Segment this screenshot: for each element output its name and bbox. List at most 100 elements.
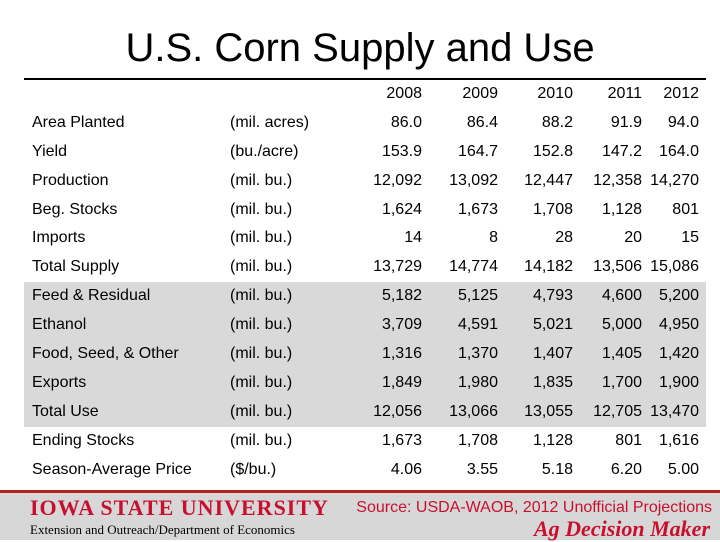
row-label: Season-Average Price [32, 460, 192, 478]
value-cell: 14 [404, 229, 422, 247]
table-row: Exports (mil. bu.) 1,849 1,980 1,835 1,700 1,9… [24, 368, 706, 398]
value-cell: 5.00 [667, 460, 699, 478]
value-cell: 5.18 [541, 460, 573, 478]
value-cell: 1,405 [601, 345, 642, 363]
value-cell: 12,056 [373, 402, 422, 420]
year-header-row: 2008 2009 2010 2011 2012 [24, 80, 706, 109]
value-cell: 1,708 [532, 200, 573, 218]
row-label: Total Use [32, 402, 99, 420]
value-cell: 28 [555, 229, 573, 247]
row-label: Ending Stocks [32, 431, 135, 449]
table-row: Ending Stocks (mil. bu.) 1,673 1,708 1,128 80… [24, 427, 706, 456]
row-unit: (mil. bu.) [230, 287, 293, 305]
value-cell: 164.7 [457, 142, 498, 160]
value-cell: 5,021 [532, 316, 573, 334]
row-label: Area Planted [32, 113, 125, 131]
value-cell: 1,673 [457, 200, 498, 218]
value-cell: 12,447 [524, 171, 573, 189]
value-cell: 86.0 [390, 113, 422, 131]
value-cell: 14,270 [650, 171, 699, 189]
value-cell: 1,316 [381, 345, 422, 363]
row-label: Food, Seed, & Other [32, 345, 179, 363]
table-row: Yield (bu./acre) 153.9 164.7 152.8 147.2 164.0 [24, 138, 706, 167]
table-row: Production (mil. bu.) 12,092 13,092 12,447 12… [24, 167, 706, 196]
brand-logo: Ag Decision Maker [534, 516, 710, 541]
value-cell: 14,774 [449, 258, 498, 276]
value-cell: 13,066 [449, 402, 498, 420]
value-cell: 4,950 [658, 316, 699, 334]
value-cell: 15 [681, 229, 699, 247]
supply-use-table: 2008 2009 2010 2011 2012 Area Planted (mi… [24, 80, 706, 484]
value-cell: 1,616 [658, 431, 699, 449]
value-cell: 3.55 [466, 460, 498, 478]
value-cell: 3,709 [381, 316, 422, 334]
row-label: Feed & Residual [32, 287, 151, 305]
value-cell: 13,055 [524, 402, 573, 420]
table-row: Feed & Residual (mil. bu.) 5,182 5,125 4,793… [24, 282, 706, 312]
row-unit: (mil. bu.) [230, 431, 293, 449]
value-cell: 1,407 [532, 345, 573, 363]
value-cell: 801 [615, 431, 642, 449]
table-body: Area Planted (mil. acres) 86.0 86.4 88.2 91.9… [24, 109, 706, 485]
year-header: 2009 [462, 85, 498, 102]
value-cell: 5,182 [381, 287, 422, 305]
value-cell: 5,200 [658, 287, 699, 305]
value-cell: 13,470 [650, 402, 699, 420]
value-cell: 12,092 [373, 171, 422, 189]
table-row: Area Planted (mil. acres) 86.0 86.4 88.2 91.9… [24, 109, 706, 138]
row-unit: (bu./acre) [230, 142, 299, 160]
row-unit: (mil. bu.) [230, 316, 293, 334]
table-row: Total Supply (mil. bu.) 13,729 14,774 14,182… [24, 253, 706, 282]
row-unit: (mil. bu.) [230, 258, 293, 276]
value-cell: 15,086 [650, 258, 699, 276]
value-cell: 14,182 [524, 258, 573, 276]
row-unit: (mil. acres) [230, 113, 310, 131]
footer-bar: IOWA STATE UNIVERSITY Extension and Outr… [0, 490, 720, 541]
value-cell: 6.20 [610, 460, 642, 478]
value-cell: 152.8 [532, 142, 573, 160]
year-header: 2011 [607, 85, 642, 102]
year-header: 2008 [386, 85, 422, 102]
footer-accent-line [0, 490, 720, 493]
year-header: 2010 [537, 85, 573, 102]
source-note: Source: USDA-WAOB, 2012 Unofficial Proje… [356, 499, 712, 516]
table-row: Ethanol (mil. bu.) 3,709 4,591 5,021 5,000 4,9… [24, 311, 706, 341]
row-unit: (mil. bu.) [230, 345, 293, 363]
value-cell: 1,900 [658, 373, 699, 391]
value-cell: 4,793 [532, 287, 573, 305]
table-row: Total Use (mil. bu.) 12,056 13,066 13,055 12,… [24, 397, 706, 427]
table-row: Season-Average Price ($/bu.) 4.06 3.55 5.18 6… [24, 456, 706, 485]
value-cell: 1,128 [532, 431, 573, 449]
row-label: Beg. Stocks [32, 200, 118, 218]
value-cell: 13,092 [449, 171, 498, 189]
value-cell: 1,624 [381, 200, 422, 218]
value-cell: 1,980 [457, 373, 498, 391]
row-unit: (mil. bu.) [230, 229, 293, 247]
row-unit: (mil. bu.) [230, 200, 293, 218]
value-cell: 1,673 [381, 431, 422, 449]
header-rule [24, 78, 706, 80]
value-cell: 91.9 [610, 113, 642, 131]
value-cell: 147.2 [601, 142, 642, 160]
value-cell: 801 [672, 200, 699, 218]
table-row: Beg. Stocks (mil. bu.) 1,624 1,673 1,708 1,12… [24, 196, 706, 225]
value-cell: 1,700 [601, 373, 642, 391]
value-cell: 1,420 [658, 345, 699, 363]
value-cell: 94.0 [667, 113, 699, 131]
row-label: Imports [32, 229, 86, 247]
value-cell: 5,125 [457, 287, 498, 305]
row-label: Total Supply [32, 258, 120, 276]
value-cell: 1,708 [457, 431, 498, 449]
value-cell: 164.0 [658, 142, 699, 160]
row-label: Ethanol [32, 316, 87, 334]
value-cell: 4,600 [601, 287, 642, 305]
value-cell: 13,506 [593, 258, 642, 276]
value-cell: 1,849 [381, 373, 422, 391]
value-cell: 1,835 [532, 373, 573, 391]
value-cell: 20 [624, 229, 642, 247]
value-cell: 153.9 [381, 142, 422, 160]
value-cell: 86.4 [466, 113, 498, 131]
value-cell: 4,591 [457, 316, 498, 334]
value-cell: 8 [489, 229, 498, 247]
row-label: Production [32, 171, 109, 189]
